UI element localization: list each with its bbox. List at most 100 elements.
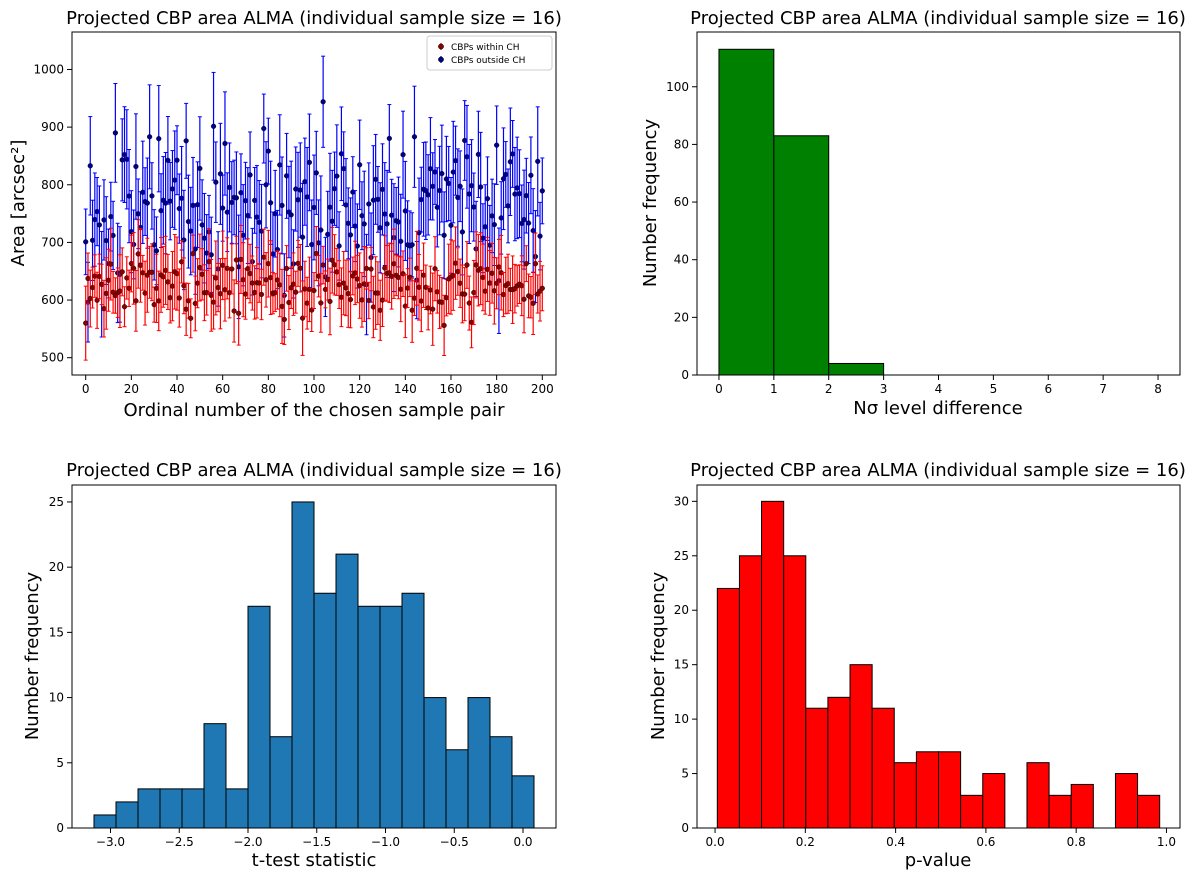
ttest-axes-frame — [71, 484, 557, 829]
scatter-point — [471, 289, 477, 296]
scatter-point — [126, 193, 132, 199]
ttest-bar — [159, 788, 183, 829]
ttest-ytick-label: 15 — [49, 625, 64, 639]
scatter-point — [425, 192, 431, 198]
scatter-point — [208, 292, 214, 298]
scatter-plot-content — [83, 55, 545, 361]
scatter-point — [359, 297, 365, 303]
scatter-point — [386, 135, 392, 142]
scatter-point — [242, 291, 249, 297]
scatter-point — [398, 238, 404, 244]
scatter-point — [523, 193, 529, 199]
scatter-point — [523, 261, 529, 267]
scatter-point — [302, 286, 308, 292]
scatter-xtick-label: 140 — [394, 382, 417, 396]
nsigma-ytick-label: 40 — [674, 253, 689, 267]
scatter-point — [516, 191, 523, 197]
scatter-xtick-label: 0 — [82, 382, 90, 396]
ttest-xtick-label: −2.0 — [233, 835, 262, 849]
scatter-point — [423, 284, 429, 290]
scatter-point — [462, 137, 468, 144]
scatter-point — [311, 287, 317, 294]
scatter-point — [133, 298, 139, 304]
scatter-point — [432, 266, 438, 272]
scatter-point — [389, 273, 395, 280]
scatter-point — [174, 271, 180, 277]
scatter-point — [539, 285, 545, 291]
ttest-ylabel: Number frequency — [22, 571, 43, 740]
scatter-point — [92, 216, 98, 223]
scatter-point — [297, 187, 303, 193]
scatter-point — [178, 259, 185, 265]
scatter-point — [121, 304, 128, 310]
ttest-bar — [489, 736, 513, 829]
scatter-point — [277, 162, 283, 168]
ttest-bar — [335, 553, 359, 829]
scatter-point — [197, 264, 203, 271]
nsigma-ytick-label: 0 — [681, 368, 689, 382]
scatter-point — [450, 169, 456, 175]
scatter-point — [183, 306, 189, 312]
pvalue-xtick-label: 0.4 — [886, 835, 905, 849]
scatter-point — [341, 166, 347, 172]
scatter-point — [416, 284, 422, 290]
scatter-point — [169, 186, 176, 192]
scatter-point — [526, 220, 532, 226]
scatter-xtick-label: 60 — [215, 382, 230, 396]
scatter-point — [238, 190, 244, 196]
scatter-point — [165, 157, 171, 163]
scatter-point — [329, 218, 335, 224]
scatter-point — [96, 222, 102, 228]
scatter-ytick-label: 900 — [41, 120, 64, 134]
scatter-point — [537, 233, 543, 239]
scatter-point — [457, 183, 463, 189]
scatter-point — [494, 142, 500, 148]
ttest-bar — [313, 592, 337, 829]
scatter-point — [411, 295, 418, 301]
ttest-ytick-label: 0 — [56, 821, 64, 835]
scatter-point — [315, 273, 322, 279]
scatter-point — [229, 199, 235, 206]
pvalue-bar — [893, 762, 917, 829]
scatter-point — [512, 191, 518, 197]
scatter-point — [158, 208, 164, 214]
scatter-point — [418, 298, 424, 304]
scatter-point — [188, 315, 194, 321]
scatter-point — [153, 248, 160, 254]
scatter-point — [306, 286, 313, 292]
scatter-point — [302, 179, 308, 185]
scatter-point — [85, 275, 91, 282]
legend-label-within: CBPs within CH — [451, 43, 520, 53]
scatter-point — [181, 237, 187, 243]
scatter-point — [366, 297, 372, 304]
scatter-point — [377, 225, 383, 231]
scatter-point — [185, 218, 192, 225]
scatter-point — [135, 251, 141, 257]
nsigma-xtick-label: 7 — [1099, 382, 1107, 396]
scatter-point — [489, 270, 495, 276]
scatter-point — [313, 250, 319, 257]
scatter-point — [112, 130, 118, 136]
scatter-point — [318, 300, 324, 306]
scatter-point — [409, 307, 415, 313]
nsigma-xtick-label: 6 — [1044, 382, 1052, 396]
scatter-point — [452, 158, 459, 164]
scatter-point — [94, 209, 100, 215]
scatter-point — [144, 200, 150, 206]
scatter-point — [462, 291, 468, 297]
scatter-point — [430, 183, 436, 189]
scatter-point — [409, 242, 415, 248]
scatter-point — [494, 280, 500, 286]
scatter-point — [464, 262, 470, 268]
scatter-point — [359, 213, 365, 219]
scatter-point — [108, 214, 114, 220]
scatter-xtick-label: 120 — [348, 382, 371, 396]
scatter-point — [304, 194, 310, 200]
scatter-point — [220, 262, 226, 268]
nsigma-ytick-label: 100 — [666, 80, 689, 94]
pvalue-xtick-label: 1.0 — [1157, 835, 1176, 849]
pvalue-ylabel: Number frequency — [648, 571, 669, 740]
scatter-point — [284, 265, 290, 271]
scatter-point — [414, 265, 420, 271]
pvalue-axes-frame — [696, 484, 1181, 829]
